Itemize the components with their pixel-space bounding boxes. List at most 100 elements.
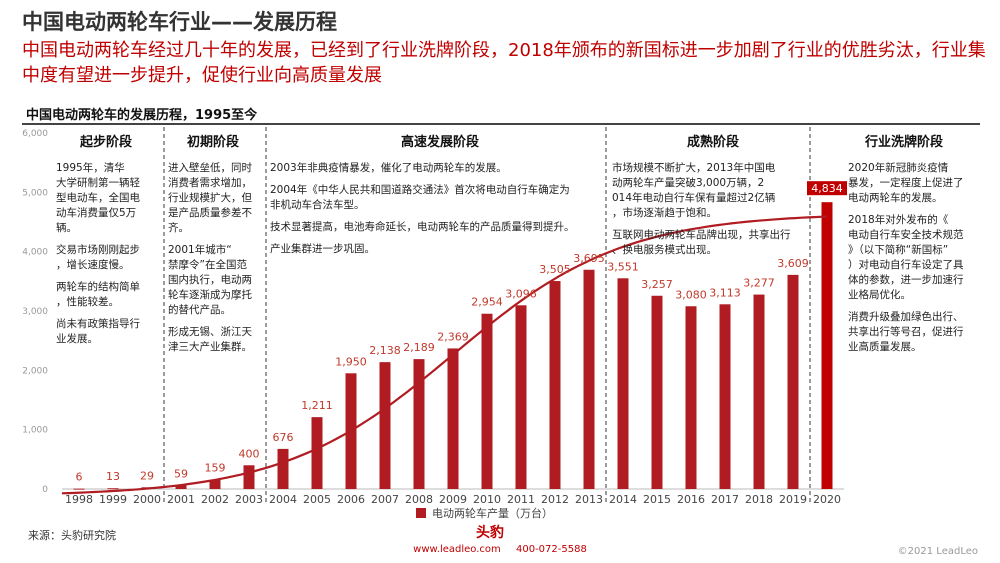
bar bbox=[787, 274, 799, 489]
website-link[interactable]: www.leadleo.com bbox=[413, 544, 501, 555]
x-tick-label: 2012 bbox=[541, 493, 569, 506]
data-label: 3,096 bbox=[505, 287, 537, 300]
data-label: 59 bbox=[174, 467, 188, 480]
bar bbox=[175, 485, 187, 489]
x-tick-label: 2009 bbox=[439, 493, 467, 506]
x-tick-label: 2003 bbox=[235, 493, 263, 506]
y-tick-label: 4,000 bbox=[22, 248, 48, 258]
stage-text-line: 消费升级叠加绿色出行、 bbox=[848, 310, 964, 323]
bar bbox=[209, 479, 221, 489]
y-tick-label: 1,000 bbox=[22, 426, 48, 436]
x-tick-label: 2013 bbox=[575, 493, 603, 506]
source-note: 来源：头豹研究院 bbox=[28, 529, 116, 542]
stage-text-line: 的替代产品。 bbox=[168, 303, 231, 316]
bar bbox=[515, 305, 527, 489]
stage-text-line: 共享出行等号召，促进行 bbox=[848, 325, 964, 338]
footer-contact: www.leadleo.com 400-072-5588 bbox=[0, 544, 1000, 555]
y-tick-label: 0 bbox=[42, 485, 48, 495]
stage-text-line: 业格局优化。 bbox=[848, 288, 911, 301]
stage-text-line: 津三大产业集群。 bbox=[168, 340, 252, 353]
data-label: 400 bbox=[239, 447, 260, 460]
page-title: 中国电动两轮车行业——发展历程 bbox=[22, 10, 337, 34]
stage-title: 行业洗牌阶段 bbox=[864, 134, 943, 150]
stage-text-line: ，增长速度慢。 bbox=[56, 258, 130, 271]
bar bbox=[311, 417, 323, 489]
stage-text-line: 交易市场刚刚起步 bbox=[56, 243, 140, 256]
bar bbox=[719, 304, 731, 489]
bar bbox=[413, 359, 425, 489]
x-tick-label: 2016 bbox=[677, 493, 705, 506]
bar bbox=[583, 269, 595, 489]
bar bbox=[549, 281, 561, 489]
data-label: 2,189 bbox=[403, 341, 435, 354]
data-label: 2,369 bbox=[437, 330, 469, 343]
stage-text-line: 、换电服务模式出现。 bbox=[612, 243, 717, 256]
stage-text-line: 互联网电动两轮车品牌出现，共享出行 bbox=[612, 228, 791, 241]
stage-text-line: 禁摩令”在全国范 bbox=[168, 258, 247, 271]
stage-text-line: ）对电动自行车设定了具 bbox=[848, 258, 964, 271]
stage-text-line: 两轮车的结构简单 bbox=[56, 280, 140, 293]
stage-text-line: 暴发，一定程度上促进了 bbox=[848, 176, 964, 189]
y-tick-label: 6,000 bbox=[22, 129, 48, 139]
x-tick-label: 2005 bbox=[303, 493, 331, 506]
y-tick-label: 5,000 bbox=[22, 188, 48, 198]
stage-text-line: 2003年非典疫情暴发，催化了电动两轮车的发展。 bbox=[270, 161, 507, 174]
stage-text-line: 围内执行，电动两 bbox=[168, 273, 252, 286]
x-tick-label: 2008 bbox=[405, 493, 433, 506]
data-label: 3,080 bbox=[675, 288, 707, 301]
value-label-bg bbox=[807, 181, 847, 196]
data-label: 3,505 bbox=[539, 263, 571, 276]
data-label: 2,138 bbox=[369, 344, 401, 357]
x-tick-label: 2000 bbox=[133, 493, 161, 506]
data-label: 4,834 bbox=[811, 182, 843, 195]
stage-text-line: 大学研制第一辆轻 bbox=[56, 176, 140, 189]
bar bbox=[379, 362, 391, 489]
bar bbox=[753, 294, 765, 489]
x-tick-label: 2002 bbox=[201, 493, 229, 506]
stage-text-line: 业发展。 bbox=[56, 332, 98, 345]
data-label: 3,609 bbox=[777, 257, 809, 270]
phone-number: 400-072-5588 bbox=[515, 544, 587, 555]
stage-text-line: ，性能较差。 bbox=[56, 295, 119, 308]
stage-text-line: 行业规模扩大，但 bbox=[168, 191, 252, 204]
stage-text-line: 动两轮车产量突破3,000万辆，2 bbox=[612, 176, 764, 189]
x-tick-label: 2017 bbox=[711, 493, 739, 506]
y-tick-label: 2,000 bbox=[22, 366, 48, 376]
stage-text-line: 业高质量发展。 bbox=[848, 340, 922, 353]
data-label: 2,954 bbox=[471, 296, 503, 309]
stage-text-line: 》（以下简称“新国标” bbox=[848, 243, 948, 256]
x-tick-label: 1998 bbox=[65, 493, 93, 506]
stage-text-line: 电动两轮车的发展。 bbox=[848, 191, 943, 204]
data-label: 6 bbox=[76, 471, 83, 484]
data-label: 3,113 bbox=[709, 286, 741, 299]
x-tick-label: 2001 bbox=[167, 493, 195, 506]
legend-swatch bbox=[416, 508, 426, 518]
stage-text-line: 消费者需求增加， bbox=[168, 176, 252, 189]
data-label: 29 bbox=[140, 469, 154, 482]
x-tick-label: 2004 bbox=[269, 493, 297, 506]
stage-text-line: 2018年对外发布的《 bbox=[848, 213, 949, 226]
stage-title: 高速发展阶段 bbox=[401, 134, 479, 150]
x-tick-label: 2020 bbox=[813, 493, 841, 506]
stage-text-line: 技术显著提高，电池寿命延长，电动两轮车的产品质量得到提升。 bbox=[270, 220, 575, 233]
y-tick-label: 3,000 bbox=[22, 307, 48, 317]
copyright: ©2021 LeadLeo bbox=[897, 546, 978, 557]
stage-text-line: ，市场逐渐趋于饱和。 bbox=[612, 206, 717, 219]
stage-text-line: 动车消费量仅5万 bbox=[56, 206, 136, 219]
bar bbox=[73, 488, 85, 490]
data-label: 1,950 bbox=[335, 355, 367, 368]
bar bbox=[617, 278, 629, 489]
x-tick-label: 2007 bbox=[371, 493, 399, 506]
data-label: 13 bbox=[106, 470, 120, 483]
x-tick-label: 2011 bbox=[507, 493, 535, 506]
data-label: 3,277 bbox=[743, 277, 775, 290]
stage-text-line: 体的参数，进一步加速行 bbox=[848, 273, 964, 286]
x-tick-label: 2006 bbox=[337, 493, 365, 506]
chart-title: 中国电动两轮车的发展历程，1995至今 bbox=[26, 108, 258, 123]
stage-text-line: 2001年城市“ bbox=[168, 243, 232, 256]
stage-text-line: 形成无锡、浙江天 bbox=[168, 325, 252, 338]
stage-text-line: 产业集群进一步巩固。 bbox=[270, 242, 375, 255]
bar bbox=[481, 313, 493, 489]
x-tick-label: 2014 bbox=[609, 493, 637, 506]
